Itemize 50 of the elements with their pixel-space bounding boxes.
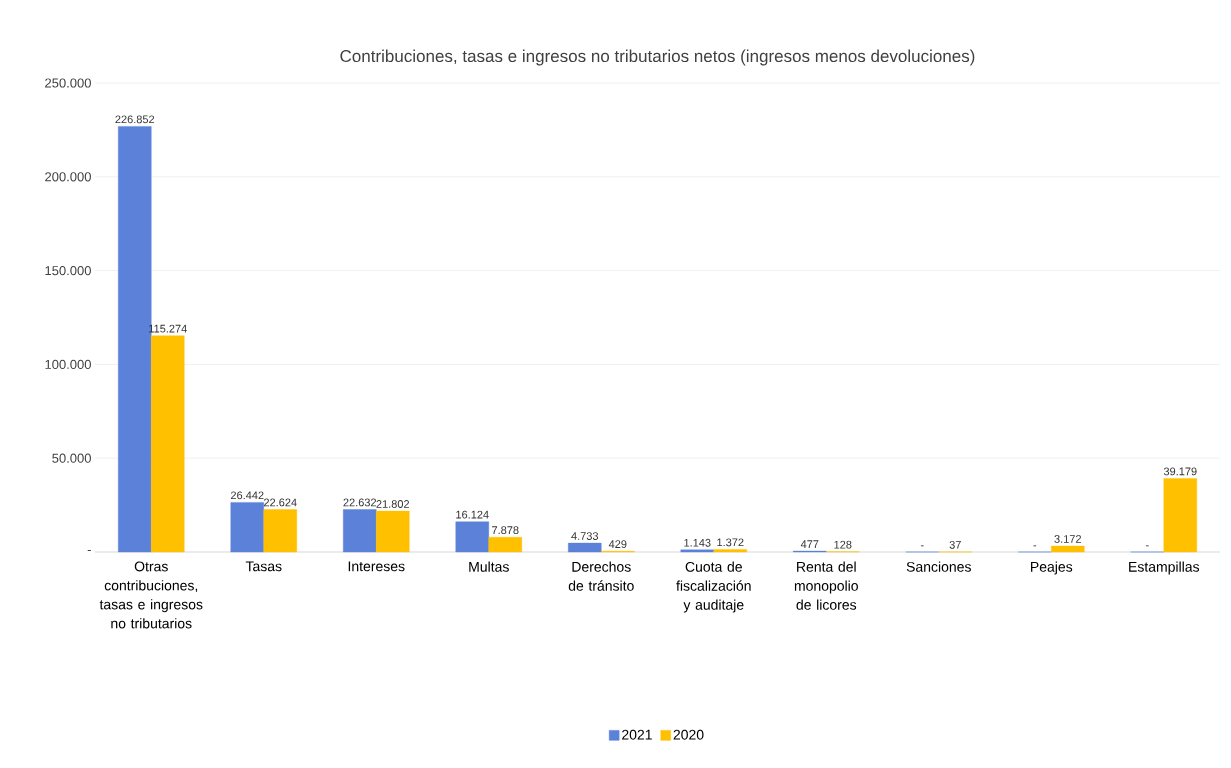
data-label: 1.143 bbox=[684, 538, 711, 547]
data-label: 477 bbox=[800, 540, 819, 548]
y-tick-label: 50.000 bbox=[52, 453, 91, 463]
bar bbox=[455, 521, 489, 553]
x-tick-label: Sanciones bbox=[906, 561, 971, 572]
data-label: 3.172 bbox=[1054, 535, 1081, 543]
data-label: 39.179 bbox=[1163, 467, 1197, 476]
y-tick-label: 250.000 bbox=[45, 78, 91, 88]
data-label: 37 bbox=[949, 540, 961, 549]
data-label: 21.802 bbox=[376, 500, 410, 508]
data-label: 429 bbox=[608, 540, 627, 548]
bar bbox=[230, 502, 264, 553]
x-tick-label: Multas bbox=[469, 561, 509, 572]
bar bbox=[1163, 478, 1197, 553]
bar bbox=[343, 509, 377, 553]
x-tick-label: Cuota de fiscalización y auditaje bbox=[676, 561, 751, 613]
x-tick-label: Estampillas bbox=[1129, 561, 1200, 575]
data-label: 1.372 bbox=[717, 538, 744, 547]
bar bbox=[488, 537, 522, 553]
y-tick-label: - bbox=[87, 550, 91, 552]
x-tick-label: Otras contribuciones, tasas e ingresos no tributarios bbox=[99, 561, 203, 629]
data-label: 128 bbox=[834, 540, 852, 549]
bar bbox=[713, 549, 747, 553]
bar bbox=[680, 549, 714, 553]
chart-title: Contribuciones, tasas e ingresos no tributarios netos (ingresos menos devoluciones) bbox=[340, 49, 975, 66]
data-label: - bbox=[1033, 545, 1037, 547]
x-tick-label: Renta del monopolio de licores bbox=[794, 561, 858, 610]
bar bbox=[151, 335, 185, 553]
x-tick-label: Peajes bbox=[1031, 561, 1073, 575]
bar bbox=[376, 510, 410, 553]
data-label: - bbox=[1145, 545, 1149, 547]
data-label: 22.624 bbox=[263, 498, 297, 507]
data-label: 16.124 bbox=[456, 510, 489, 519]
data-label: 22.632 bbox=[343, 498, 377, 507]
bar bbox=[1051, 545, 1085, 553]
legend-label: 2020 bbox=[673, 729, 704, 740]
bar bbox=[568, 542, 602, 553]
x-tick-label: Intereses bbox=[348, 561, 405, 572]
data-label: 26.442 bbox=[230, 491, 264, 500]
data-label: 4.733 bbox=[571, 532, 599, 540]
bar bbox=[263, 509, 297, 553]
data-label: - bbox=[920, 545, 924, 547]
data-label: 7.878 bbox=[492, 526, 519, 535]
x-tick-label: Derechos de tránsito bbox=[568, 561, 634, 591]
data-label: 226.852 bbox=[115, 115, 155, 124]
y-tick-label: 200.000 bbox=[45, 172, 91, 182]
y-tick-label: 100.000 bbox=[45, 359, 91, 369]
x-tick-label: Tasas bbox=[245, 561, 282, 572]
legend-label: 2021 bbox=[622, 729, 652, 740]
y-tick-label: 150.000 bbox=[45, 265, 91, 276]
